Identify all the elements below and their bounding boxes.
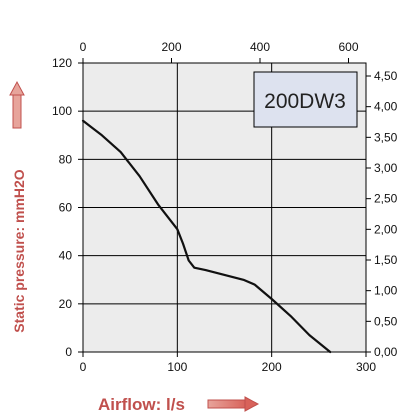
- top-tick-label: 400: [250, 40, 270, 54]
- x-axis-tick-labels: 0 100 200 300: [80, 360, 377, 374]
- y-tick-label: 100: [52, 104, 72, 118]
- x-tick-label: 300: [356, 360, 376, 374]
- right-tick-label: 3,50: [374, 130, 398, 144]
- x-tick-label: 200: [262, 360, 282, 374]
- y-tick-label: 120: [52, 56, 72, 70]
- y-axis-arrow-icon: [9, 80, 25, 129]
- y-axis-tick-labels: 0 20 40 60 80 100 120: [52, 56, 72, 359]
- x-axis-label: Airflow: l/s: [98, 395, 185, 414]
- right-tick-label: 1,00: [374, 284, 398, 298]
- y-axis-label: Static pressure: mmH2O: [11, 169, 27, 333]
- model-label: 200DW3: [264, 90, 346, 113]
- right-tick-label: 4,50: [374, 69, 398, 83]
- y-tick-label: 0: [65, 345, 72, 359]
- y-tick-label: 40: [59, 249, 73, 263]
- y-tick-label: 80: [59, 152, 73, 166]
- pressure-airflow-curve: [81, 119, 332, 354]
- top-tick-label: 600: [338, 40, 358, 54]
- right-tick-label: 0,50: [374, 314, 398, 328]
- top-tick-label: 0: [80, 40, 87, 54]
- right-tick-label: 1,50: [374, 253, 398, 267]
- top-tick-label: 200: [161, 40, 181, 54]
- right-tick-label: 2,50: [374, 192, 398, 206]
- right-tick-label: 3,00: [374, 161, 398, 175]
- top-axis-tick-labels: 0 200 400 600: [80, 40, 359, 54]
- x-axis-title: Airflow: l/s: [98, 395, 260, 414]
- y-tick-label: 20: [59, 297, 73, 311]
- x-axis-arrow-icon: [207, 396, 260, 412]
- y-axis-title: Static pressure: mmH2O: [9, 80, 27, 333]
- model-label-box: 200DW3: [253, 71, 358, 128]
- right-axis-tick-labels: 0,00 0,50 1,00 1,50 2,00 2,50 3,00 3,50 4,00 4,50: [374, 69, 398, 359]
- y-tick-label: 60: [59, 201, 73, 215]
- right-tick-label: 2,00: [374, 222, 398, 236]
- right-tick-label: 4,00: [374, 100, 398, 114]
- tick-marks: [78, 58, 371, 357]
- right-tick-label: 0,00: [374, 345, 398, 359]
- x-tick-label: 0: [80, 360, 87, 374]
- x-tick-label: 100: [167, 360, 187, 374]
